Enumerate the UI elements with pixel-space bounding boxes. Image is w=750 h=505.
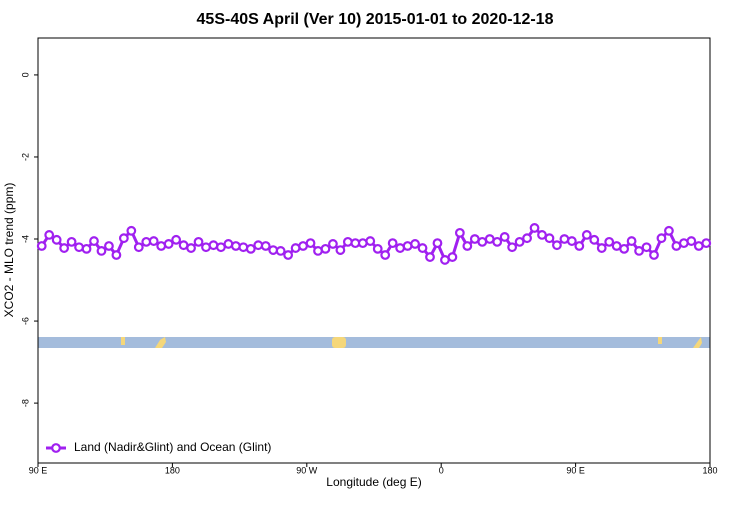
data-point: [686, 236, 697, 246]
x-tick-label: 90 E: [29, 465, 48, 475]
data-point: [44, 230, 55, 240]
x-tick-label: 90 E: [566, 465, 585, 475]
plot-frame: [37, 37, 711, 464]
data-point: [320, 243, 331, 254]
data-point: [372, 243, 383, 254]
data-point: [216, 242, 226, 253]
data-point: [305, 238, 316, 249]
x-tick-label: 0: [439, 465, 444, 475]
y-tick-label: 0: [20, 72, 30, 77]
land-patch: [693, 337, 702, 348]
data-point: [133, 242, 144, 253]
data-point: [335, 245, 346, 255]
data-point: [387, 238, 398, 249]
data-point: [59, 243, 70, 253]
data-point: [656, 233, 667, 244]
chart-title: 45S-40S April (Ver 10) 2015-01-01 to 202…: [197, 11, 554, 28]
y-tick-label: -8: [20, 399, 30, 407]
data-point: [507, 242, 518, 253]
legend-marker: [51, 443, 61, 453]
data-point: [163, 239, 174, 249]
data-point: [604, 236, 615, 247]
data-point: [148, 236, 159, 246]
data-point: [74, 242, 84, 253]
data-point: [596, 243, 607, 253]
data-point: [245, 243, 256, 254]
land-patch: [155, 337, 166, 348]
data-point: [96, 246, 107, 256]
data-point: [89, 236, 99, 246]
data-point: [283, 250, 294, 260]
data-point: [626, 236, 637, 246]
data-point: [380, 250, 391, 260]
surface-band: [38, 337, 710, 348]
data-point: [36, 241, 47, 251]
data-point: [574, 241, 585, 251]
data-point: [118, 233, 129, 244]
data-point: [664, 225, 674, 236]
data-point: [619, 243, 630, 254]
y-tick-label: -2: [20, 153, 30, 161]
data-point: [492, 236, 503, 247]
data-point: [410, 239, 420, 249]
data-point: [126, 225, 137, 236]
data-point: [641, 242, 652, 253]
land-patch: [658, 337, 662, 344]
data-point: [454, 227, 465, 238]
land-patch: [332, 337, 346, 348]
data-point: [328, 239, 338, 249]
data-point: [634, 246, 644, 256]
data-point: [365, 236, 376, 246]
ocean-band: [38, 337, 710, 348]
data-point: [66, 236, 77, 247]
data-point: [193, 236, 204, 247]
data-point: [260, 241, 271, 251]
data-point: [51, 234, 62, 245]
land-patch: [121, 337, 125, 345]
data-point: [447, 252, 458, 262]
legend-label: Land (Nadir&Glint) and Ocean (Glint): [74, 440, 271, 454]
data-point: [462, 241, 473, 251]
data-point: [111, 250, 122, 260]
data-point: [342, 236, 353, 247]
data-point: [499, 232, 510, 242]
data-point: [701, 238, 712, 249]
y-tick-label: -6: [20, 317, 30, 325]
x-axis-label: Longitude (deg E): [326, 475, 421, 489]
data-point: [432, 238, 443, 249]
data-point: [529, 223, 540, 233]
data-point: [275, 246, 286, 256]
data-point: [81, 243, 92, 254]
data-point: [230, 241, 241, 251]
data-point: [104, 241, 114, 251]
x-tick-label: 90 W: [296, 465, 318, 475]
data-point: [417, 243, 428, 253]
data-point: [581, 230, 592, 240]
data-point: [589, 234, 600, 245]
data-point: [171, 234, 182, 245]
y-axis-label: XCO2 - MLO trend (ppm): [2, 183, 16, 318]
data-point: [186, 243, 196, 253]
y-tick-label: -4: [20, 235, 30, 243]
data-point: [649, 250, 659, 260]
x-tick-label: 180: [702, 465, 717, 475]
legend: Land (Nadir&Glint) and Ocean (Glint): [46, 440, 271, 454]
data-point: [238, 242, 249, 253]
data-point: [552, 240, 562, 251]
data-point: [522, 233, 532, 244]
data-point: [514, 236, 525, 247]
data-point: [566, 236, 577, 246]
data-point: [425, 252, 435, 262]
data-point: [537, 230, 547, 240]
data-point: [544, 233, 555, 244]
x-tick-label: 180: [165, 465, 180, 475]
